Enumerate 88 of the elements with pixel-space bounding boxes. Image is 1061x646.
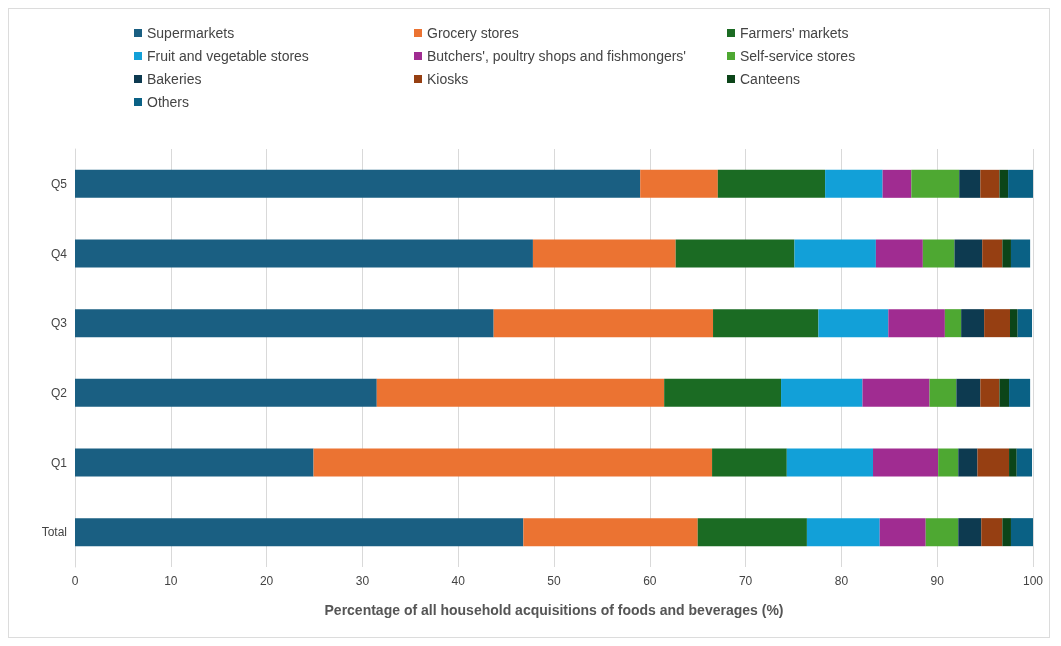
bar xyxy=(1009,378,1031,407)
legend-label: Others xyxy=(147,94,190,110)
x-tick-label: 40 xyxy=(451,574,466,588)
bar xyxy=(713,309,819,338)
bar xyxy=(875,239,923,268)
bar xyxy=(313,448,713,477)
bar xyxy=(980,378,1000,407)
legend-label: Butchers', poultry shops and fishmongers' xyxy=(427,48,687,64)
bar xyxy=(532,239,676,268)
bar xyxy=(873,448,939,477)
bar xyxy=(75,378,377,407)
x-axis-title: Percentage of all household acquisitions of foods and beverages (%) xyxy=(324,602,784,618)
bar xyxy=(944,309,962,338)
bar xyxy=(493,309,714,338)
bar xyxy=(523,518,698,547)
bar xyxy=(806,518,880,547)
x-tick-label: 60 xyxy=(643,574,657,588)
bar xyxy=(794,239,876,268)
bar xyxy=(75,169,641,198)
legend-label: Fruit and vegetable stores xyxy=(147,48,309,64)
bar xyxy=(1009,448,1017,477)
bar xyxy=(911,169,960,198)
bar xyxy=(882,169,912,198)
legend-label: Farmers' markets xyxy=(740,25,849,41)
bar xyxy=(958,448,978,477)
bar xyxy=(712,448,787,477)
bar xyxy=(1010,518,1033,547)
bar xyxy=(825,169,883,198)
x-tick-label: 30 xyxy=(355,574,370,588)
y-tick-label: Q3 xyxy=(50,316,68,331)
x-tick-label: 80 xyxy=(834,574,849,588)
bar xyxy=(781,378,863,407)
y-tick-label: Q2 xyxy=(50,385,68,400)
bar xyxy=(75,309,494,338)
bar xyxy=(640,169,718,198)
y-tick-label: Q1 xyxy=(50,455,68,470)
bar xyxy=(786,448,874,477)
bar xyxy=(929,378,957,407)
y-tick-label: Q4 xyxy=(50,246,68,261)
x-tick-label: 100 xyxy=(1022,574,1044,588)
legend-label: Bakeries xyxy=(147,71,202,87)
bar xyxy=(675,239,795,268)
bar xyxy=(697,518,807,547)
x-tick-label: 20 xyxy=(259,574,274,588)
x-tick-label: 0 xyxy=(71,574,79,588)
legend-label: Grocery stores xyxy=(427,25,519,41)
bar xyxy=(925,518,959,547)
bar xyxy=(75,518,524,547)
bar xyxy=(1010,239,1031,268)
bar xyxy=(980,169,1000,198)
legend-label: Kiosks xyxy=(427,71,469,87)
bar xyxy=(888,309,945,338)
bar xyxy=(922,239,955,268)
x-tick-label: 10 xyxy=(164,574,178,588)
bar xyxy=(1002,239,1011,268)
bar xyxy=(958,518,982,547)
legend-label: Canteens xyxy=(740,71,800,87)
x-tick-label: 90 xyxy=(930,574,945,588)
bar xyxy=(954,239,983,268)
bar xyxy=(818,309,889,338)
bar xyxy=(664,378,782,407)
y-tick-label: Q5 xyxy=(50,176,68,191)
bar xyxy=(1017,309,1033,338)
y-tick-label: Total xyxy=(41,525,67,540)
bar xyxy=(984,309,1011,338)
bar xyxy=(1016,448,1033,477)
bar xyxy=(981,518,1003,547)
bar xyxy=(1010,309,1018,338)
bar xyxy=(75,448,314,477)
bar xyxy=(959,169,981,198)
bar xyxy=(879,518,926,547)
bar xyxy=(862,378,930,407)
legend-label: Supermarkets xyxy=(147,25,235,41)
bar xyxy=(999,169,1009,198)
bar xyxy=(1008,169,1033,198)
bar xyxy=(956,378,981,407)
x-tick-label: 50 xyxy=(547,574,561,588)
bar xyxy=(717,169,826,198)
bar xyxy=(376,378,665,407)
x-tick-label: 70 xyxy=(738,574,753,588)
bar xyxy=(999,378,1010,407)
bar xyxy=(1002,518,1011,547)
bar xyxy=(982,239,1003,268)
bar xyxy=(938,448,959,477)
bar xyxy=(977,448,1010,477)
bar xyxy=(961,309,985,338)
legend-label: Self-service stores xyxy=(740,48,856,64)
bar xyxy=(75,239,533,268)
